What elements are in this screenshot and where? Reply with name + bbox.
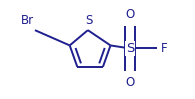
Text: S: S xyxy=(126,42,134,55)
Text: F: F xyxy=(161,42,168,55)
Text: O: O xyxy=(126,8,135,21)
Text: S: S xyxy=(86,14,93,27)
Text: Br: Br xyxy=(21,14,34,27)
Text: O: O xyxy=(126,76,135,89)
